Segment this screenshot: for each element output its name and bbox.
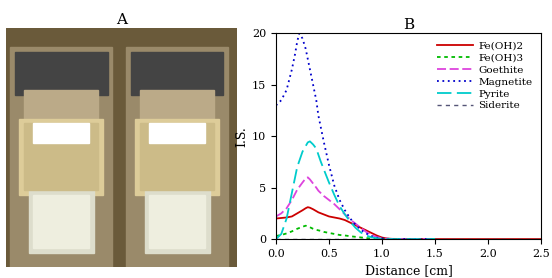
Bar bbox=[24, 90, 98, 119]
Bar bbox=[149, 123, 205, 143]
Bar bbox=[15, 52, 108, 95]
Y-axis label: I.S.: I.S. bbox=[235, 126, 248, 147]
Bar bbox=[145, 190, 210, 252]
Bar bbox=[126, 47, 228, 267]
Bar bbox=[10, 47, 112, 267]
Bar bbox=[131, 52, 224, 95]
Title: B: B bbox=[403, 18, 414, 32]
Bar bbox=[24, 123, 98, 190]
Bar bbox=[135, 119, 219, 195]
Bar bbox=[19, 119, 103, 195]
Bar bbox=[33, 195, 89, 248]
Legend: Fe(OH)2, Fe(OH)3, Goethite, Magnetite, Pyrite, Siderite: Fe(OH)2, Fe(OH)3, Goethite, Magnetite, P… bbox=[434, 39, 536, 114]
Bar bbox=[33, 123, 89, 143]
Bar bbox=[149, 195, 205, 248]
X-axis label: Distance [cm]: Distance [cm] bbox=[364, 264, 453, 277]
Title: A: A bbox=[116, 13, 127, 27]
Bar bbox=[29, 190, 94, 252]
Bar bbox=[140, 90, 214, 119]
Bar bbox=[140, 123, 214, 190]
